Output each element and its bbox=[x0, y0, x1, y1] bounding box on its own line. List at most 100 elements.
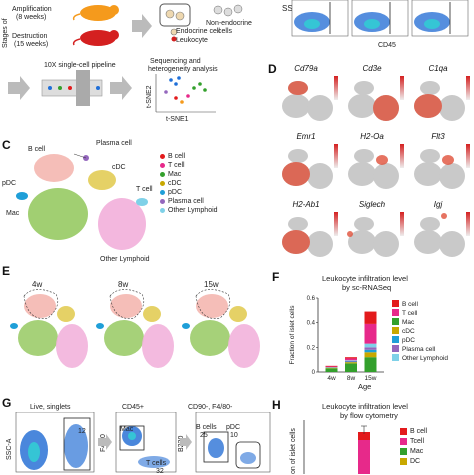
tsne-blob bbox=[439, 163, 465, 189]
bar-segment bbox=[365, 352, 377, 357]
f-title-2: by sc-RNASeq bbox=[342, 283, 391, 292]
tsne-blob bbox=[439, 95, 465, 121]
g-live-label: Live, singlets bbox=[30, 404, 70, 411]
legend-label: pDC bbox=[168, 189, 182, 196]
legend-swatch bbox=[400, 438, 407, 445]
legend-label: Tcell bbox=[410, 438, 424, 445]
amplification-label: Amplification bbox=[12, 6, 52, 13]
t-cell-cluster bbox=[142, 324, 174, 368]
expression-hotspot bbox=[282, 162, 310, 186]
expression-hotspot bbox=[347, 231, 353, 237]
legend-dot bbox=[160, 172, 165, 177]
color-scale-bar bbox=[334, 76, 338, 100]
b-cell-cluster bbox=[24, 294, 56, 318]
pipeline-label: 10X single-cell pipeline bbox=[44, 62, 116, 69]
timepoint-15w: 15w bbox=[204, 280, 219, 289]
g-gate3-label: CD90-, F4/80- bbox=[188, 404, 232, 411]
mouse-icons bbox=[72, 2, 132, 52]
leukocyte-label: Leukocyte bbox=[176, 37, 208, 44]
legend-c-item: Plasma cell bbox=[160, 197, 218, 206]
legend-swatch bbox=[392, 300, 399, 307]
tsne-blob bbox=[307, 95, 333, 121]
mac-cluster bbox=[18, 320, 58, 356]
y-tick-label: 0 bbox=[312, 370, 316, 376]
bar-segment bbox=[345, 363, 357, 372]
x-tick-label: 4w bbox=[327, 375, 336, 382]
legend-swatch bbox=[400, 448, 407, 455]
pdc-cluster bbox=[10, 323, 18, 329]
bar-segment bbox=[365, 350, 377, 352]
g-tcells-label: T cells bbox=[146, 460, 166, 467]
h-ylabel: on of islet cells bbox=[290, 428, 297, 474]
non-endocrine-cells-icon bbox=[210, 2, 250, 20]
gene-label: Cd79a bbox=[294, 64, 318, 73]
tsne-blob bbox=[373, 231, 399, 257]
legend-c: B cell T cell Mac cDC pDC Plasma cell Ot… bbox=[160, 152, 218, 215]
legend-label: B cell bbox=[410, 428, 427, 435]
bar-segment bbox=[345, 360, 357, 361]
pdc-cluster bbox=[182, 323, 190, 329]
legend-label: pDC bbox=[402, 337, 415, 344]
mac-cluster bbox=[190, 320, 230, 356]
panel-label-f: F bbox=[272, 270, 279, 284]
tsne-blob bbox=[373, 163, 399, 189]
legend-dot bbox=[160, 181, 165, 186]
pipeline-diagram bbox=[6, 60, 266, 130]
flow-gating-plots bbox=[14, 412, 272, 474]
cluster-plasma-cell: Plasma cell bbox=[96, 140, 132, 147]
expression-hotspot bbox=[373, 95, 399, 121]
legend-c-item: pDC bbox=[160, 188, 218, 197]
color-scale-bar bbox=[466, 212, 470, 236]
legend-c-item: Mac bbox=[160, 170, 218, 179]
bar-segment bbox=[365, 312, 377, 324]
cdc-cluster bbox=[143, 306, 161, 322]
islet-icon bbox=[158, 2, 198, 42]
expression-hotspot bbox=[376, 155, 388, 165]
legend-swatch bbox=[392, 309, 399, 316]
b-cell-cluster bbox=[196, 294, 228, 318]
gene-label: Igj bbox=[434, 200, 443, 209]
cdc-cluster bbox=[57, 306, 75, 322]
tsne-blob bbox=[420, 149, 440, 163]
tsne-blob bbox=[420, 81, 440, 95]
color-scale-bar bbox=[466, 144, 470, 168]
amp-weeks: (8 weeks) bbox=[16, 14, 46, 21]
y-tick-label: 0.2 bbox=[307, 345, 316, 351]
timepoint-8w: 8w bbox=[118, 280, 128, 289]
tsne-blob bbox=[414, 230, 442, 254]
legend-h-item: Tcell bbox=[400, 436, 427, 446]
g-ssc-label: SSC-A bbox=[6, 439, 13, 460]
b-xlabel: CD45 bbox=[378, 42, 396, 49]
h-title-2: by flow cytometry bbox=[340, 411, 398, 420]
legend-h-item: DC bbox=[400, 456, 427, 466]
des-weeks: (15 weeks) bbox=[14, 41, 48, 48]
expression-hotspot bbox=[442, 155, 454, 165]
gene-label: H2-Ab1 bbox=[292, 200, 319, 209]
t-cell-cluster bbox=[56, 324, 88, 368]
b-cell-cluster bbox=[110, 294, 142, 318]
cluster-b-cell: B cell bbox=[28, 146, 45, 153]
tsne-plot-c bbox=[4, 142, 154, 264]
legend-dot bbox=[160, 154, 165, 159]
cdc-cluster bbox=[229, 306, 247, 322]
tsne-blob bbox=[420, 217, 440, 231]
legend-label: Plasma cell bbox=[402, 346, 436, 353]
legend-label: Mac bbox=[402, 319, 415, 326]
g-num-12: 12 bbox=[78, 428, 86, 435]
cluster-pdc: pDC bbox=[2, 180, 16, 187]
color-scale-bar bbox=[466, 76, 470, 100]
legend-dot bbox=[160, 199, 165, 204]
legend-label: B cell bbox=[168, 153, 185, 160]
cells-label: cells bbox=[218, 28, 232, 35]
color-scale-bar bbox=[334, 144, 338, 168]
bar-segment bbox=[326, 366, 338, 367]
x-tick-label: 8w bbox=[347, 375, 356, 382]
panel-label-g: G bbox=[2, 396, 11, 410]
arrow-icon bbox=[132, 14, 154, 44]
bar-segment bbox=[326, 368, 338, 369]
tsne-timepoint-plots bbox=[4, 276, 260, 386]
legend-dot bbox=[160, 163, 165, 168]
tsne-blob bbox=[307, 163, 333, 189]
y-tick-label: 0.4 bbox=[307, 321, 316, 327]
